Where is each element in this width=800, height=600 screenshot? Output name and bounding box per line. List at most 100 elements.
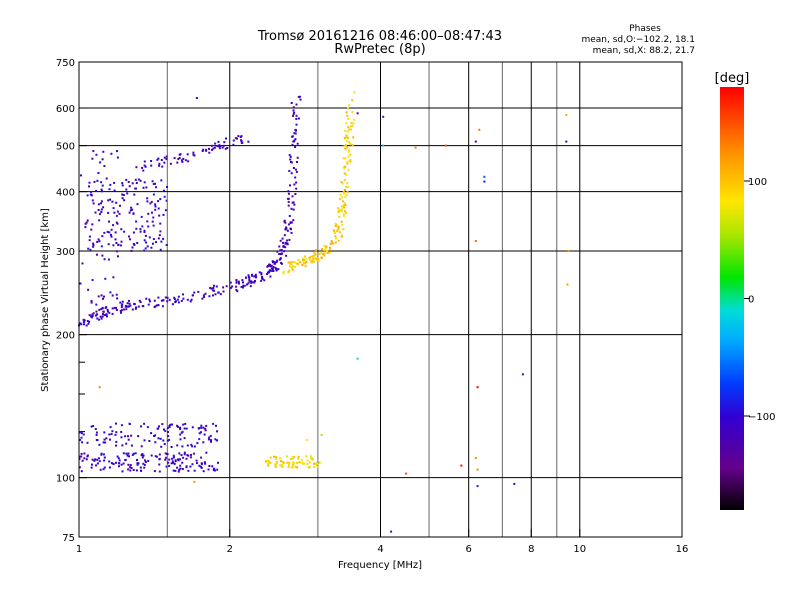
echo-point — [119, 310, 122, 312]
echo-point — [80, 323, 83, 326]
echo-point — [345, 185, 348, 188]
echo-point — [347, 126, 350, 129]
echo-point — [478, 128, 481, 131]
echo-point — [149, 300, 151, 303]
echo-point — [205, 149, 208, 152]
echo-point — [117, 255, 119, 258]
echo-point — [179, 153, 182, 156]
echo-point — [140, 445, 143, 448]
echo-point — [173, 296, 176, 299]
echo-point — [101, 307, 104, 310]
echo-point — [273, 262, 276, 265]
echo-point — [135, 469, 138, 472]
echo-point — [191, 426, 194, 429]
echo-point — [229, 286, 232, 289]
echo-point — [296, 263, 299, 266]
echo-point — [117, 457, 120, 460]
echo-point — [218, 144, 221, 147]
echo-point — [95, 439, 98, 441]
echo-point — [179, 428, 182, 430]
echo-point — [150, 432, 153, 435]
echo-point — [345, 121, 348, 124]
echo-point — [337, 225, 340, 228]
echo-point — [103, 258, 106, 261]
echo-point — [341, 234, 344, 237]
echo-point — [326, 252, 329, 254]
echo-point — [241, 141, 244, 144]
echo-point — [217, 461, 219, 464]
echo-point — [161, 165, 164, 168]
echo-point — [347, 107, 349, 110]
echo-point — [290, 207, 293, 210]
echo-point — [293, 260, 296, 263]
echo-point — [342, 213, 345, 216]
echo-point — [119, 204, 121, 207]
echo-point — [146, 426, 149, 429]
echo-point — [291, 265, 294, 268]
echo-point — [127, 181, 130, 183]
echo-point — [129, 469, 132, 472]
echo-point — [349, 160, 352, 163]
echo-point — [276, 259, 278, 262]
echo-point — [311, 458, 314, 461]
echo-point — [212, 294, 214, 297]
echo-point — [282, 241, 284, 244]
echo-point — [116, 222, 119, 225]
echo-point — [181, 468, 184, 470]
echo-point — [204, 427, 207, 430]
echo-point — [185, 427, 188, 430]
echo-point — [275, 461, 278, 464]
echo-point — [297, 455, 300, 458]
echo-point — [102, 297, 104, 300]
echo-point — [144, 247, 147, 250]
echo-point — [269, 275, 272, 278]
echo-point — [316, 463, 319, 465]
echo-point — [288, 461, 291, 464]
echo-point — [280, 249, 283, 252]
echo-point — [201, 150, 204, 152]
echo-point — [202, 441, 205, 444]
echo-point — [89, 193, 92, 196]
echo-point — [101, 158, 104, 161]
echo-point — [343, 206, 345, 209]
echo-point — [98, 386, 101, 389]
echo-point — [287, 463, 290, 466]
echo-point — [90, 425, 93, 428]
echo-point — [193, 154, 196, 157]
echo-point — [87, 288, 90, 291]
echo-point — [174, 459, 177, 462]
echo-point — [250, 281, 253, 284]
echo-point — [302, 261, 305, 264]
echo-point — [280, 262, 283, 265]
echo-point — [150, 454, 153, 457]
echo-point — [349, 125, 352, 128]
echo-point — [344, 165, 347, 168]
echo-point — [176, 298, 179, 301]
echo-point — [323, 249, 326, 252]
echo-point — [277, 268, 280, 271]
echo-point — [120, 424, 123, 427]
echo-point — [137, 462, 140, 465]
echo-point — [279, 464, 282, 467]
x-tick-label: 8 — [528, 544, 534, 555]
echo-point — [92, 312, 95, 315]
echo-point — [208, 147, 210, 150]
echo-point — [186, 153, 189, 156]
echo-point — [100, 202, 102, 205]
echo-point — [212, 289, 215, 292]
echo-point — [209, 286, 212, 289]
echo-point — [219, 293, 222, 296]
echo-point — [288, 238, 291, 241]
echo-point — [294, 128, 297, 131]
echo-point — [198, 427, 201, 430]
echo-point — [214, 293, 217, 296]
echo-point — [295, 187, 298, 190]
echo-point — [353, 118, 356, 121]
echo-point — [248, 278, 251, 281]
echo-point — [121, 184, 124, 187]
echo-point — [189, 456, 192, 459]
echo-point — [180, 454, 183, 457]
echo-point — [169, 162, 172, 165]
echo-point — [137, 178, 140, 181]
echo-point — [215, 439, 218, 442]
